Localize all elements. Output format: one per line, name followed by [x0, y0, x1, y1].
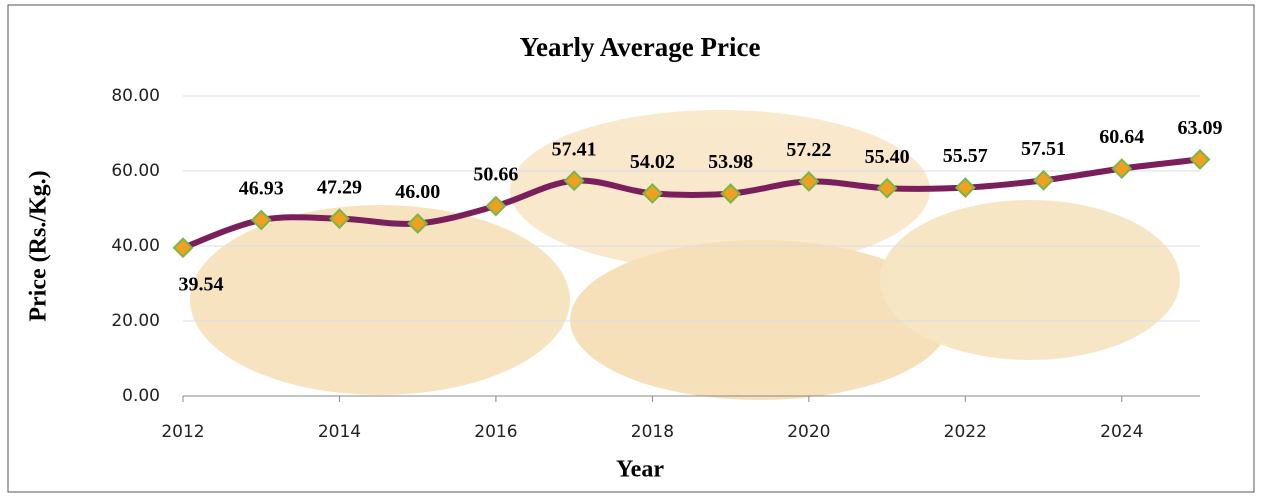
chart-title: Yearly Average Price — [520, 32, 761, 62]
data-label: 46.93 — [239, 178, 284, 200]
y-tick-label: 20.00 — [111, 311, 160, 331]
x-tick-label: 2016 — [474, 422, 517, 442]
data-label: 39.54 — [179, 273, 224, 295]
data-label: 57.51 — [1021, 138, 1066, 160]
data-label: 57.22 — [786, 139, 831, 161]
data-label: 50.66 — [473, 164, 518, 186]
x-axis-label: Year — [616, 457, 664, 483]
x-tick-label: 2012 — [161, 422, 204, 442]
y-tick-label: 60.00 — [111, 161, 160, 181]
x-tick-label: 2014 — [318, 422, 361, 442]
x-tick-label: 2022 — [944, 422, 987, 442]
data-label: 46.00 — [395, 181, 440, 203]
y-axis-label: Price (Rs./Kg.) — [26, 170, 52, 321]
data-label: 53.98 — [708, 151, 753, 173]
data-label: 60.64 — [1099, 126, 1144, 148]
chart: Yearly Average Price Year Price (Rs./Kg.… — [0, 0, 1263, 497]
data-label: 55.40 — [865, 146, 910, 168]
x-tick-label: 2024 — [1100, 422, 1143, 442]
data-label: 55.57 — [943, 145, 988, 167]
y-tick-label: 0.00 — [122, 386, 160, 406]
page: Yearly Average Price Year Price (Rs./Kg.… — [0, 0, 1263, 497]
y-tick-label: 40.00 — [111, 236, 160, 256]
data-label: 47.29 — [317, 176, 362, 198]
y-tick-label: 80.00 — [111, 86, 160, 106]
x-tick-label: 2018 — [631, 422, 674, 442]
data-label: 57.41 — [552, 138, 597, 160]
x-tick-label: 2020 — [787, 422, 830, 442]
data-label: 63.09 — [1178, 117, 1223, 139]
data-label: 54.02 — [630, 151, 675, 173]
